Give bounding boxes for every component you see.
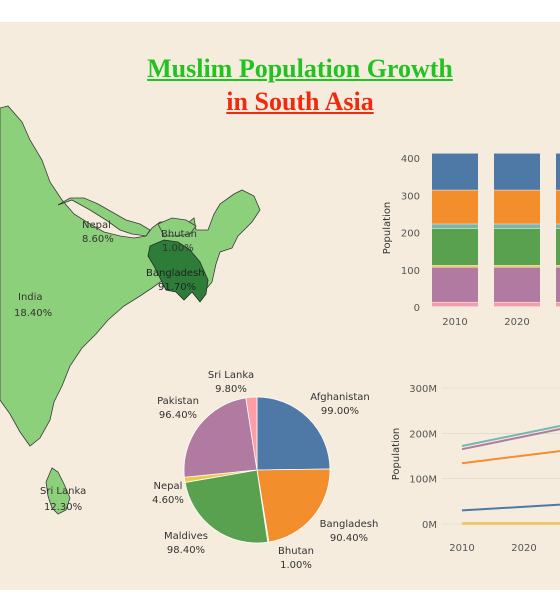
pie-slice-label: Sri Lanka: [208, 370, 254, 381]
map-region-nepal[interactable]: [57, 197, 151, 237]
dashboard-title-line-2: in South Asia: [226, 87, 374, 116]
line-series[interactable]: [461, 450, 560, 465]
map-region-bhutan[interactable]: [157, 217, 197, 237]
bar-segment[interactable]: [494, 265, 540, 267]
stacked-bar-chart: 0 100 200 300 400 Population 2010 2020: [382, 153, 560, 328]
bar-segment[interactable]: [432, 267, 478, 302]
map-label-bhutan-value: 1.00%: [162, 243, 194, 254]
pie-slice[interactable]: [245, 396, 258, 471]
bar-segment[interactable]: [494, 153, 540, 190]
map-label-nepal-name: Nepal: [82, 220, 111, 231]
bar-chart-y-axis-label: Population: [382, 202, 393, 255]
dashboard-title-line-1: Muslim Population Growth: [147, 54, 453, 83]
line-series[interactable]: [461, 428, 560, 451]
pie-slice-value: 99.00%: [321, 406, 359, 417]
bar-segment[interactable]: [432, 224, 478, 229]
south-asia-map[interactable]: Nepal 8.60% Bhutan 1.00% Bangladesh 91.7…: [0, 105, 261, 515]
bar-segment[interactable]: [432, 265, 478, 267]
bar-segment[interactable]: [494, 190, 540, 224]
map-region-india[interactable]: [0, 105, 261, 447]
bar-segment[interactable]: [432, 228, 478, 266]
map-label-bangladesh-value: 91.70%: [158, 282, 196, 293]
map-region-sri-lanka[interactable]: [45, 467, 71, 515]
bar-chart-y-tick-label: 400: [401, 154, 420, 165]
pie-slice-label: Bhutan: [278, 546, 314, 557]
line-chart-y-tick-label: 300M: [409, 384, 437, 395]
map-label-bangladesh-name: Bangladesh: [146, 268, 205, 279]
map-label-india-value: 18.40%: [14, 308, 52, 319]
pie-chart-labels: Afghanistan 99.00% Bangladesh 90.40% Bhutan 1…: [152, 370, 378, 571]
line-series[interactable]: [461, 503, 560, 512]
line-chart-y-tick-label: 200M: [409, 429, 437, 440]
bar-segment[interactable]: [494, 228, 540, 266]
map-region-bangladesh[interactable]: [147, 239, 209, 303]
line-chart-y-tick-label: 0M: [422, 520, 437, 531]
bar-segment[interactable]: [556, 267, 560, 302]
bar-chart-y-tick-label: 200: [401, 229, 420, 240]
line-chart-y-tick-label: 100M: [409, 475, 437, 486]
line-chart-x-tick-label: 2020: [511, 543, 536, 554]
pie-slice-label: Pakistan: [157, 396, 199, 407]
bar-chart-y-tick-label: 300: [401, 191, 420, 202]
pie-slice-label: Nepal: [154, 481, 183, 492]
bar-segment[interactable]: [432, 190, 478, 224]
line-chart-x-tick-label: 2010: [449, 543, 474, 554]
bar-chart-y-axis: 0 100 200 300 400: [401, 154, 420, 314]
line-chart: 0M 100M 200M 300M Population 2010 2020: [391, 384, 560, 554]
bar-chart-y-tick-label: 100: [401, 266, 420, 277]
bar-segment[interactable]: [556, 265, 560, 267]
map-label-india-name: India: [18, 292, 43, 303]
pie-chart-slices[interactable]: [183, 396, 331, 544]
pie-slice[interactable]: [256, 396, 331, 471]
bar-segment[interactable]: [556, 190, 560, 224]
pie-slice-value: 96.40%: [159, 410, 197, 421]
map-label-sri-lanka-value: 12.30%: [44, 502, 82, 513]
line-series[interactable]: [461, 424, 560, 448]
bar-chart-x-tick-label: 2010: [442, 317, 467, 328]
pie-chart: Afghanistan 99.00% Bangladesh 90.40% Bhutan 1…: [152, 370, 378, 571]
pie-slice[interactable]: [256, 468, 331, 543]
bar-chart-bars[interactable]: [432, 153, 560, 307]
bar-segment[interactable]: [494, 267, 540, 302]
pie-slice-value: 90.40%: [330, 533, 368, 544]
line-chart-x-axis: 2010 2020: [449, 543, 536, 554]
bar-segment[interactable]: [556, 153, 560, 190]
line-chart-y-axis-label: Population: [391, 428, 402, 481]
pie-slice-value: 9.80%: [215, 384, 247, 395]
line-chart-series[interactable]: [461, 424, 560, 525]
pie-slice[interactable]: [184, 469, 269, 544]
bar-segment[interactable]: [556, 224, 560, 229]
bar-segment[interactable]: [556, 228, 560, 266]
map-label-nepal-value: 8.60%: [82, 234, 114, 245]
bar-segment[interactable]: [556, 302, 560, 307]
bar-segment[interactable]: [494, 224, 540, 229]
pie-slice[interactable]: [183, 397, 258, 478]
map-label-sri-lanka-name: Sri Lanka: [40, 486, 86, 497]
pie-slice-label: Afghanistan: [310, 392, 370, 403]
bar-segment[interactable]: [494, 302, 540, 307]
bar-chart-y-tick-label: 0: [414, 303, 420, 314]
bar-segment[interactable]: [432, 153, 478, 190]
pie-slice-value: 98.40%: [167, 545, 205, 556]
bar-chart-x-tick-label: 2020: [504, 317, 529, 328]
bar-chart-x-axis: 2010 2020: [442, 317, 529, 328]
pie-slice-label: Maldives: [164, 531, 208, 542]
pie-slice-value: 4.60%: [152, 495, 184, 506]
pie-slice-value: 1.00%: [280, 560, 312, 571]
pie-slice-label: Bangladesh: [320, 519, 379, 530]
map-label-bhutan-name: Bhutan: [161, 229, 197, 240]
bar-segment[interactable]: [432, 302, 478, 307]
